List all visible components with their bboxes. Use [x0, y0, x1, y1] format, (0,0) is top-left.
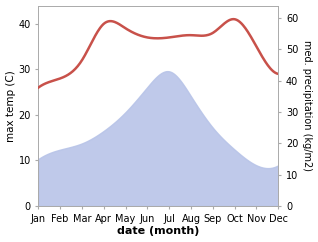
Y-axis label: max temp (C): max temp (C): [5, 70, 16, 142]
X-axis label: date (month): date (month): [117, 227, 199, 236]
Y-axis label: med. precipitation (kg/m2): med. precipitation (kg/m2): [302, 40, 313, 171]
